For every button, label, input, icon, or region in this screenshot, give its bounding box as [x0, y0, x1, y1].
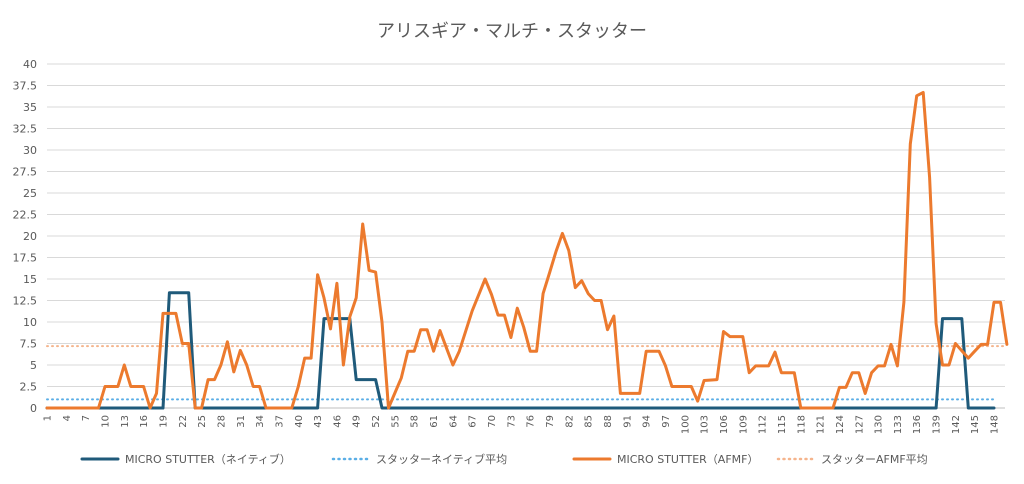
x-tick-label: 67: [468, 415, 479, 428]
x-tick-label: 64: [448, 415, 459, 428]
x-tick-label: 88: [603, 415, 614, 428]
y-tick-label: 35: [23, 101, 37, 114]
legend-label: スタッターAFMF平均: [821, 453, 928, 466]
x-tick-label: 16: [139, 415, 150, 428]
x-tick-label: 79: [545, 415, 556, 428]
y-tick-label: 27.5: [13, 166, 38, 179]
y-tick-label: 25: [23, 187, 37, 200]
legend: MICRO STUTTER（ネイティブ） スタッターネイティブ平均 MICRO ST…: [80, 452, 928, 466]
x-tick-label: 139: [932, 415, 943, 434]
y-tick-label: 5: [30, 359, 37, 372]
x-tick-label: 115: [777, 415, 788, 434]
x-tick-label: 4: [62, 415, 73, 421]
y-tick-label: 20: [23, 230, 37, 243]
y-tick-label: 7.5: [20, 338, 38, 351]
x-tick-label: 34: [255, 415, 266, 428]
x-tick-label: 70: [487, 415, 498, 428]
x-tick-label: 22: [178, 415, 189, 428]
x-tick-label: 31: [236, 415, 247, 428]
x-tick-label: 28: [216, 415, 227, 428]
x-tick-label: 145: [970, 415, 981, 434]
x-tick-label: 10: [100, 415, 111, 428]
series-lines: [45, 90, 1009, 410]
y-tick-label: 30: [23, 144, 37, 157]
x-tick-label: 100: [680, 415, 691, 434]
y-tick-label: 12.5: [13, 295, 38, 308]
x-tick-label: 40: [294, 415, 305, 428]
x-tick-label: 109: [738, 415, 749, 434]
x-tick-label: 19: [158, 415, 169, 428]
y-tick-label: 40: [23, 58, 37, 71]
x-tick-label: 52: [371, 415, 382, 428]
x-tick-label: 37: [274, 415, 285, 428]
x-tick-label: 43: [313, 415, 324, 428]
legend-label: MICRO STUTTER（ネイティブ）: [125, 452, 291, 466]
x-tick-label: 112: [758, 415, 769, 434]
x-tick-label: 85: [584, 415, 595, 428]
x-tick-label: 13: [120, 415, 131, 428]
x-tick-label: 148: [990, 415, 1001, 434]
x-tick-label: 55: [390, 415, 401, 428]
y-tick-label: 37.5: [13, 80, 38, 93]
x-tick-label: 121: [816, 415, 827, 434]
x-tick-label: 73: [506, 415, 517, 428]
legend-label: スタッターネイティブ平均: [376, 452, 507, 466]
y-axis-ticks: 0 2.5 5 7.5 10 12.5 15 17.5 20 22.5 25 27.5 30 32.5 35…: [13, 58, 38, 415]
x-tick-label: 94: [642, 415, 653, 428]
x-tick-label: 58: [410, 415, 421, 428]
x-axis-ticks: 1 4 7 10 13 16 19 22 25 28 31 34 37 40 43 46 49 52 55 58 61 6…: [43, 415, 1001, 434]
x-tick-label: 133: [893, 415, 904, 434]
x-tick-label: 124: [835, 415, 846, 434]
y-tick-label: 2.5: [20, 381, 38, 394]
legend-label: MICRO STUTTER（AFMF）: [617, 453, 758, 466]
x-tick-label: 118: [796, 415, 807, 434]
x-tick-label: 25: [197, 415, 208, 428]
x-tick-label: 130: [874, 415, 885, 434]
x-tick-label: 127: [854, 415, 865, 434]
x-tick-label: 103: [700, 415, 711, 434]
x-tick-label: 91: [622, 415, 633, 428]
x-tick-label: 97: [661, 415, 672, 428]
x-tick-label: 7: [81, 415, 92, 421]
x-tick-label: 49: [352, 415, 363, 428]
x-tick-label: 82: [564, 415, 575, 428]
y-tick-label: 10: [23, 316, 37, 329]
y-tick-label: 15: [23, 273, 37, 286]
y-tick-label: 17.5: [13, 252, 38, 265]
x-tick-label: 61: [429, 415, 440, 428]
series-line: [45, 90, 1009, 410]
x-tick-label: 106: [719, 415, 730, 434]
y-tick-label: 22.5: [13, 209, 38, 222]
x-tick-label: 76: [526, 415, 537, 428]
y-tick-label: 0: [30, 402, 37, 415]
chart-title: アリスギア・マルチ・スタッター: [377, 21, 647, 42]
x-tick-label: 136: [912, 415, 923, 434]
y-tick-label: 32.5: [13, 123, 38, 136]
x-tick-label: 142: [951, 415, 962, 434]
x-tick-label: 1: [43, 415, 54, 421]
x-tick-label: 46: [332, 415, 343, 428]
